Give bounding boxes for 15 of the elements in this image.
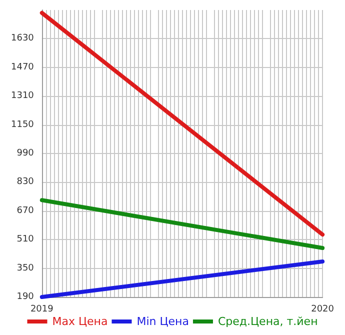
y-tick-label: 1630 [11,34,34,44]
legend-label: Сред.Цена, т.йен [218,315,318,328]
y-tick-label: 190 [16,292,34,302]
y-tick-label: 990 [16,148,34,158]
y-tick-label: 1470 [11,62,34,72]
legend-label: Max Цена [52,315,108,328]
y-tick-label: 350 [16,263,34,274]
x-tick-label: 2020 [311,304,334,314]
y-tick-label: 1310 [11,91,34,102]
y-tick-label: 510 [16,234,34,245]
y-tick-label: 670 [16,206,34,216]
y-tick-label: 1150 [11,120,34,130]
legend-label: Min Цена [136,315,189,328]
x-tick-label: 2019 [30,304,54,314]
y-tick-label: 830 [16,177,34,188]
